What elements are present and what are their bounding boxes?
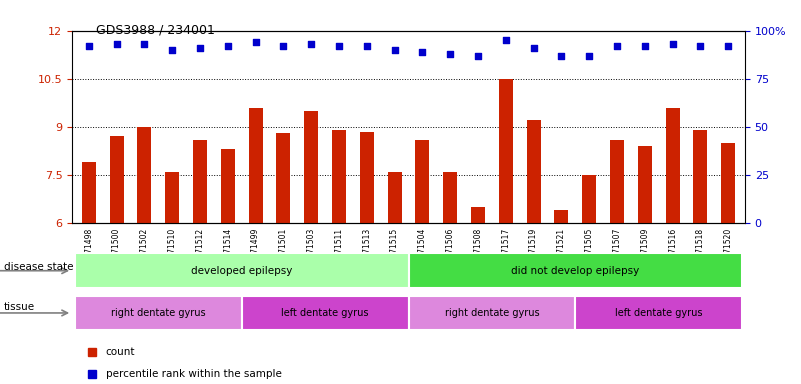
Text: percentile rank within the sample: percentile rank within the sample	[106, 369, 282, 379]
Point	[83, 43, 95, 49]
Text: right dentate gyrus: right dentate gyrus	[111, 308, 206, 318]
Bar	[332, 130, 346, 223]
Point	[694, 43, 706, 49]
Bar	[110, 136, 123, 223]
Bar	[165, 172, 179, 223]
Text: tissue: tissue	[4, 302, 35, 312]
Bar	[82, 162, 96, 223]
Point	[332, 43, 345, 49]
Bar	[721, 143, 735, 223]
Bar	[416, 139, 429, 223]
Point	[472, 53, 485, 59]
Bar	[610, 139, 624, 223]
FancyBboxPatch shape	[242, 296, 409, 330]
Text: developed epilepsy: developed epilepsy	[191, 266, 292, 276]
Point	[444, 51, 457, 57]
FancyBboxPatch shape	[74, 253, 409, 288]
Bar	[276, 133, 290, 223]
Bar	[471, 207, 485, 223]
Bar	[138, 127, 151, 223]
Point	[527, 45, 540, 51]
Text: did not develop epilepsy: did not develop epilepsy	[511, 266, 639, 276]
Point	[221, 43, 234, 49]
Point	[388, 47, 401, 53]
Text: GDS3988 / 234001: GDS3988 / 234001	[96, 23, 215, 36]
FancyBboxPatch shape	[409, 253, 743, 288]
Bar	[582, 175, 596, 223]
Point	[416, 49, 429, 55]
Bar	[221, 149, 235, 223]
Point	[138, 41, 151, 47]
Bar	[694, 130, 707, 223]
Point	[722, 43, 735, 49]
Text: left dentate gyrus: left dentate gyrus	[281, 308, 368, 318]
Bar	[499, 79, 513, 223]
Text: right dentate gyrus: right dentate gyrus	[445, 308, 539, 318]
Bar	[527, 120, 541, 223]
Point	[166, 47, 179, 53]
Point	[277, 43, 290, 49]
FancyBboxPatch shape	[575, 296, 743, 330]
Point	[360, 43, 373, 49]
Bar	[360, 132, 374, 223]
Point	[610, 43, 623, 49]
Bar	[554, 210, 569, 223]
Point	[499, 37, 512, 43]
Point	[305, 41, 318, 47]
Point	[194, 45, 207, 51]
FancyBboxPatch shape	[74, 296, 242, 330]
Bar	[638, 146, 652, 223]
Point	[666, 41, 679, 47]
Text: left dentate gyrus: left dentate gyrus	[615, 308, 702, 318]
Bar	[388, 172, 401, 223]
FancyBboxPatch shape	[409, 296, 575, 330]
Bar	[666, 108, 679, 223]
Point	[555, 53, 568, 59]
Text: disease state: disease state	[4, 262, 74, 272]
Bar	[304, 111, 318, 223]
Bar	[193, 139, 207, 223]
Point	[249, 39, 262, 45]
Text: count: count	[106, 346, 135, 357]
Bar	[443, 172, 457, 223]
Bar	[248, 108, 263, 223]
Point	[111, 41, 123, 47]
Point	[583, 53, 596, 59]
Point	[638, 43, 651, 49]
